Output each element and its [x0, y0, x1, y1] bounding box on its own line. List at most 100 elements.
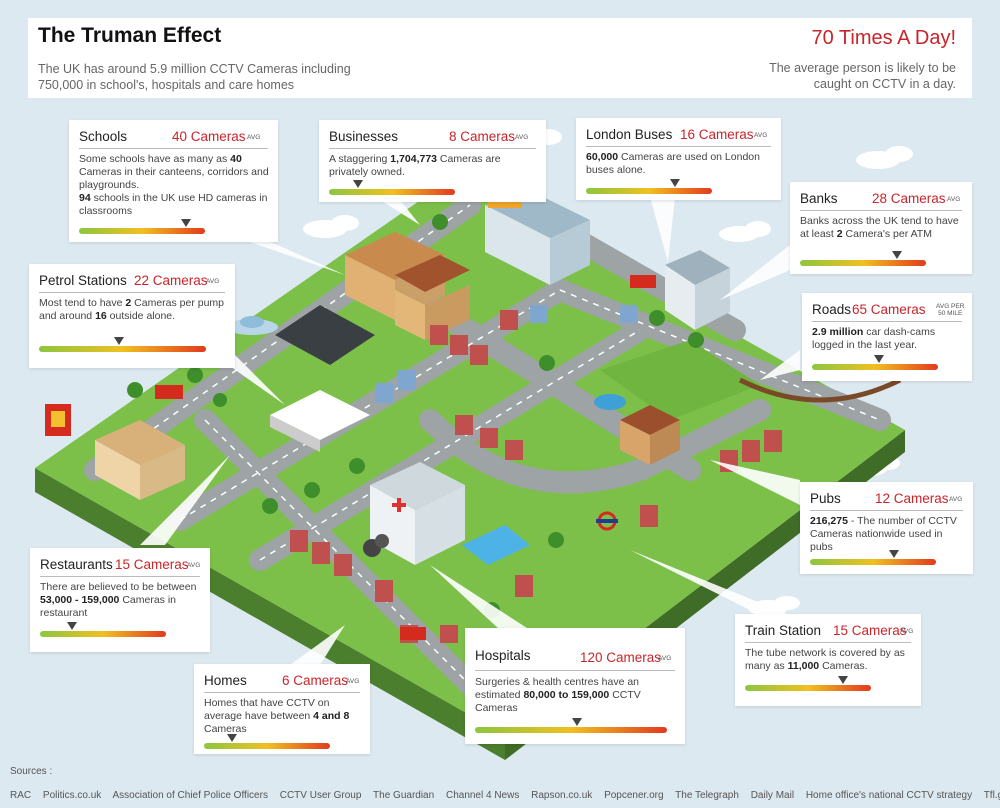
trees [127, 214, 704, 618]
level-bar [745, 685, 871, 691]
level-marker [352, 180, 363, 188]
source-item: Rapson.co.uk [531, 790, 593, 801]
source-item: The Guardian [373, 790, 435, 801]
avg-label: AVG [947, 196, 961, 203]
divider [812, 321, 962, 322]
avg-label: AVG [658, 655, 672, 662]
card-banks: Banks 28 Cameras AVG Banks across the UK… [790, 182, 972, 274]
source-item: Channel 4 News [445, 790, 520, 801]
divider [40, 576, 200, 577]
camera-count: 28 Cameras [872, 191, 946, 206]
card-description: Surgeries & health centres have an estim… [475, 676, 641, 714]
divider [204, 692, 360, 693]
card-title: Homes [204, 673, 247, 688]
divider [329, 148, 536, 149]
sources-list: RAC Politics.co.uk Association of Chief … [10, 790, 1000, 801]
buildings [45, 188, 782, 643]
level-bar [204, 743, 330, 749]
avg-label: AVG [206, 278, 220, 285]
card-roads: Roads 65 Cameras AVG PER 50 MILE 2.9 mill… [802, 293, 972, 381]
avg-label: AVG [187, 562, 201, 569]
card-description: 60,000 Cameras are used on London buses … [586, 151, 760, 176]
divider [586, 146, 771, 147]
level-marker [873, 355, 884, 363]
card-title: Hospitals [475, 648, 531, 663]
level-marker [114, 337, 125, 345]
header-panel [28, 18, 972, 98]
divider [475, 670, 675, 671]
avg-label: AVG [754, 132, 768, 139]
card-title: Train Station [745, 623, 822, 638]
camera-count: 65 Cameras [852, 302, 926, 317]
divider [810, 510, 963, 511]
level-bar [79, 228, 205, 234]
level-bar [40, 631, 166, 637]
card-train-station: Train Station 15 Cameras AVG The tube ne… [735, 614, 921, 706]
camera-count: 6 Cameras [282, 673, 349, 688]
pond [594, 394, 626, 410]
park [600, 340, 760, 420]
level-marker [226, 734, 237, 742]
camera-count: 16 Cameras [680, 127, 754, 142]
card-description: 2.9 million car dash-cams logged in the … [812, 326, 936, 351]
sports-court [275, 305, 375, 365]
source-item: Association of Chief Police Officers [112, 790, 268, 801]
card-title: Pubs [810, 491, 841, 506]
level-bar [586, 188, 712, 194]
card-title: Roads [812, 302, 852, 317]
card-london-buses: London Buses 16 Cameras AVG 60,000 Camer… [576, 118, 781, 200]
level-bar [475, 727, 667, 733]
card-hospitals: Hospitals 120 Cameras AVG Surgeries & he… [465, 628, 685, 744]
level-marker [571, 718, 582, 726]
avg-label: AVG [900, 628, 914, 635]
card-description: There are believed to be between 53,000 … [40, 581, 197, 619]
camera-count: 12 Cameras [875, 491, 949, 506]
highlight-title: 70 Times A Day! [811, 27, 956, 49]
card-description: Homes that have CCTV on average have bet… [204, 697, 350, 735]
camera-count: 15 Cameras [833, 623, 907, 638]
avg-label: AVG [247, 134, 261, 141]
source-item: Popcener.org [604, 790, 664, 801]
level-bar [329, 189, 455, 195]
pool [462, 525, 530, 565]
card-restaurants: Restaurants 15 Cameras AVG There are bel… [30, 548, 210, 652]
highlight-subtitle: The average person is likely to be caugh… [769, 61, 956, 91]
card-schools: Schools 40 Cameras AVG Some schools have… [69, 120, 278, 242]
avg-label: AVG [949, 496, 963, 503]
level-marker [892, 251, 903, 259]
camera-count: 8 Cameras [449, 129, 516, 144]
card-description: A staggering 1,704,773 Cameras are priva… [329, 153, 501, 178]
source-item: The Telegraph [675, 790, 739, 801]
camera-count: 15 Cameras [115, 557, 189, 572]
card-title: Schools [79, 129, 128, 144]
level-bar [810, 559, 936, 565]
level-marker [838, 676, 849, 684]
card-description: Some schools have as many as 40 Cameras … [79, 153, 269, 217]
source-item: CCTV User Group [279, 790, 362, 801]
card-homes: Homes 6 Cameras AVG Homes that have CCTV… [194, 664, 370, 754]
source-item: RAC [10, 790, 32, 801]
card-petrol-stations: Petrol Stations 22 Cameras AVG Most tend… [29, 264, 235, 368]
level-bar [39, 346, 206, 352]
card-description: Most tend to have 2 Cameras per pump and… [39, 297, 225, 322]
sources-label: Sources : [10, 766, 53, 777]
avg-label: AVG [515, 134, 529, 141]
level-marker [670, 179, 681, 187]
source-item: Daily Mail [750, 790, 795, 801]
card-title: London Buses [586, 127, 673, 142]
card-title: Petrol Stations [39, 273, 127, 288]
camera-count: 40 Cameras [172, 129, 246, 144]
camera-count: 120 Cameras [580, 650, 662, 665]
camera-count: 22 Cameras [134, 273, 208, 288]
level-bar [800, 260, 926, 266]
card-pubs: Pubs 12 Cameras AVG 216,275 - The number… [800, 482, 973, 574]
card-businesses: Businesses 8 Cameras AVG A staggering 1,… [319, 120, 546, 202]
page-title: The Truman Effect [38, 24, 222, 47]
divider [39, 292, 225, 293]
card-description: The tube network is covered by as many a… [745, 647, 905, 672]
avg-label: AVG [346, 678, 360, 685]
card-title: Banks [800, 191, 838, 206]
divider [745, 642, 911, 643]
divider [79, 148, 268, 149]
railway [738, 377, 902, 403]
